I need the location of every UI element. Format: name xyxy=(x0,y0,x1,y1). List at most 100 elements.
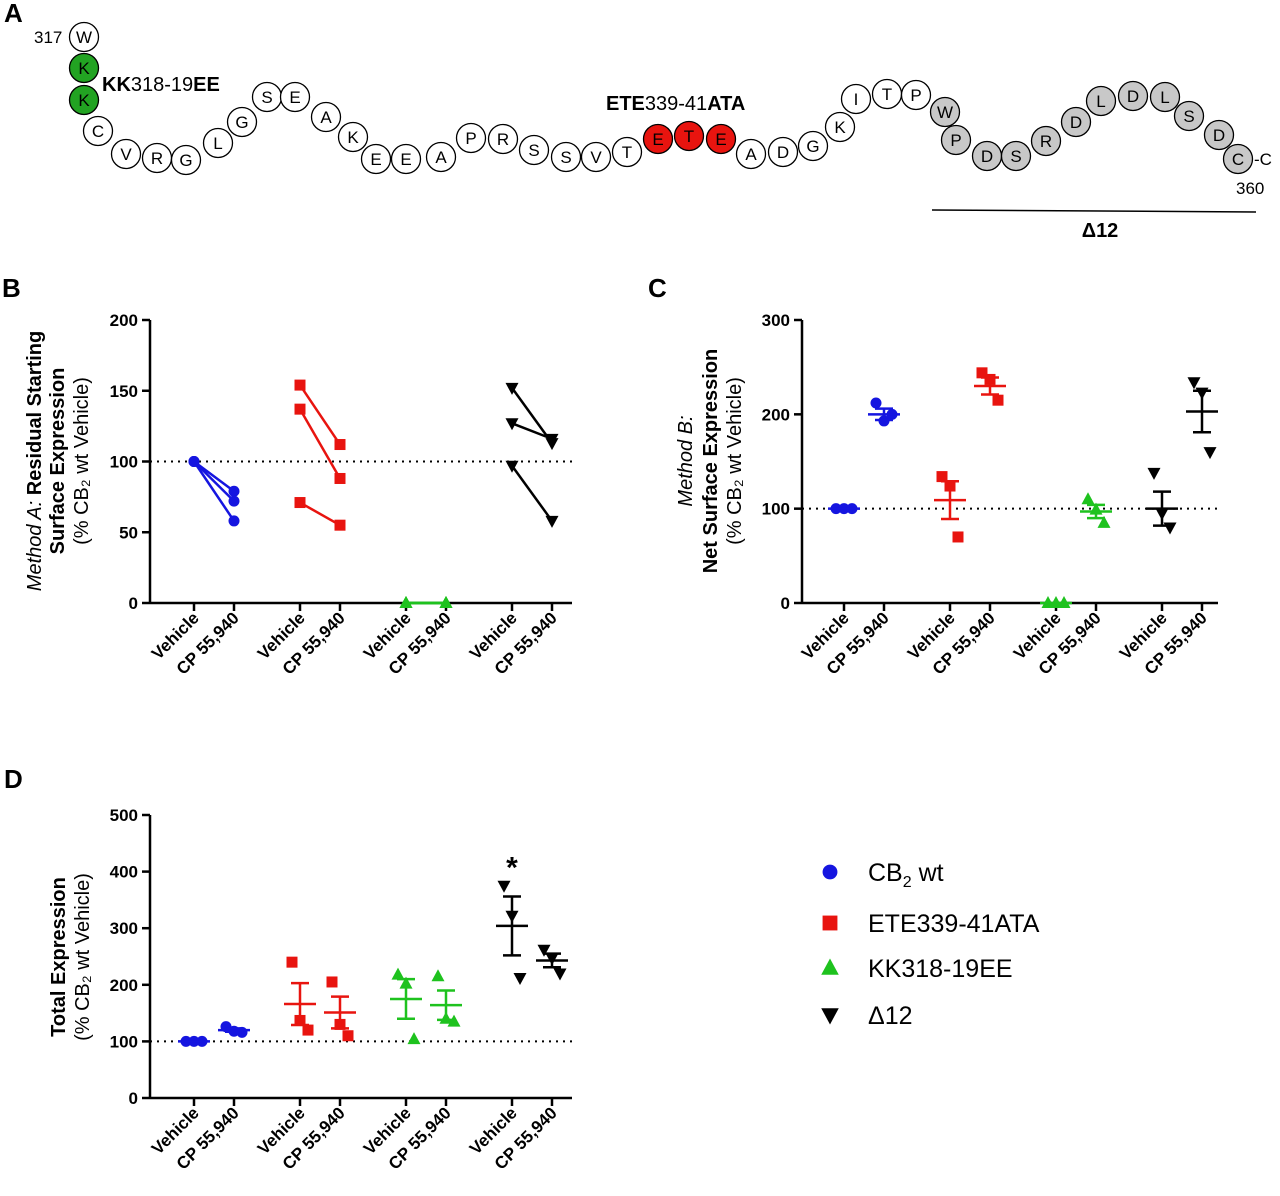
residue-circle xyxy=(840,83,872,115)
kk-mutation-bold: KK xyxy=(102,74,131,96)
y-tick-label: 300 xyxy=(762,311,790,330)
data-point xyxy=(1147,467,1161,480)
data-point xyxy=(497,880,511,893)
data-point xyxy=(545,515,559,528)
panel-b-ylabel-method: Method A: xyxy=(24,501,46,591)
residue-circle xyxy=(1030,125,1062,157)
residue-circle xyxy=(487,123,519,155)
residue-letter: W xyxy=(76,28,92,47)
data-point xyxy=(505,418,519,431)
residue-letter: W xyxy=(937,103,953,122)
data-point xyxy=(505,382,519,395)
residue-letter: R xyxy=(151,149,163,168)
residue-letter: V xyxy=(590,148,602,167)
legend-label-main: Δ12 xyxy=(868,1002,913,1030)
residue-circle xyxy=(68,84,100,116)
data-point xyxy=(302,1024,314,1036)
legend-label-suffix: wt xyxy=(912,859,944,887)
residue-circle xyxy=(767,136,799,168)
ete-mutation-bold: ETE xyxy=(606,93,645,115)
kk-mutation-end: EE xyxy=(193,74,220,96)
data-point xyxy=(1081,492,1095,505)
panel-b-ylabel-line3: (% CB₂ wt Vehicle) xyxy=(71,377,93,545)
data-point xyxy=(822,915,838,931)
pair-line xyxy=(298,408,342,480)
residue-circle xyxy=(735,138,767,170)
residue-letter: D xyxy=(1127,87,1139,106)
residue-letter: G xyxy=(179,151,192,170)
residue-circle xyxy=(1085,85,1117,117)
residue-circle xyxy=(202,127,234,159)
deletion-label: Δ12 xyxy=(1082,220,1119,242)
residue-letter: E xyxy=(400,150,411,169)
data-point xyxy=(334,472,346,484)
data-point xyxy=(537,944,551,957)
data-point xyxy=(188,456,200,467)
y-tick-label: 300 xyxy=(110,919,138,938)
residue-circle xyxy=(310,101,342,133)
data-point xyxy=(505,460,519,473)
residue-letter: A xyxy=(320,108,332,127)
residue-letter: E xyxy=(652,130,663,149)
residue-circle xyxy=(1060,106,1092,138)
residue-circle xyxy=(1000,140,1032,172)
y-tick-label: 100 xyxy=(110,453,138,472)
residue-letter: E xyxy=(289,88,300,107)
data-point xyxy=(545,433,559,446)
residue-letter: D xyxy=(981,147,993,166)
data-point xyxy=(399,596,413,608)
residue-letter: S xyxy=(560,148,571,167)
data-point xyxy=(407,1032,421,1045)
data-point xyxy=(294,497,306,509)
data-point xyxy=(822,864,838,880)
start-residue-number: 317 xyxy=(34,28,62,47)
residue-circle xyxy=(82,115,114,147)
legend-label: ETE339-41ATA xyxy=(868,910,1040,938)
data-point xyxy=(294,379,306,391)
residue-letter: I xyxy=(854,90,859,109)
data-point xyxy=(1097,515,1111,528)
residue-circle xyxy=(337,121,369,153)
data-point xyxy=(294,403,306,415)
residue-circle xyxy=(1173,100,1205,132)
data-point xyxy=(1163,522,1177,535)
residue-circle xyxy=(550,141,582,173)
residue-letter: A xyxy=(745,145,757,164)
panel-b-ylabel-line2: Surface Expression xyxy=(47,368,69,555)
residue-circle xyxy=(170,144,202,176)
kk-mutation-label: KK318-19EE xyxy=(102,74,220,96)
panel-c-ylabel-line2: Net Surface Expression xyxy=(700,349,722,574)
ete-mutation-end: ATA xyxy=(707,93,745,115)
residue-circle xyxy=(68,52,100,84)
residue-circle xyxy=(360,143,392,175)
residue-circle xyxy=(580,141,612,173)
panel-d-ylabel-line1: Total Expression xyxy=(48,877,70,1037)
residue-letter: E xyxy=(715,130,726,149)
panel-a-letter: A xyxy=(4,0,23,28)
residue-circle xyxy=(110,138,142,170)
residue-letter: T xyxy=(882,85,892,104)
data-point xyxy=(391,967,405,980)
end-residue-number: 360 xyxy=(1236,179,1264,198)
panel-b-ylabel-title: Residual Starting xyxy=(24,331,46,501)
panel-c-ylabel-line1: Method B: xyxy=(675,415,697,506)
kk-mutation-mid: 318-19 xyxy=(131,74,193,96)
residue-letter: R xyxy=(497,130,509,149)
residue-circle xyxy=(425,141,457,173)
residue-circle xyxy=(1149,81,1181,113)
residue-letter: V xyxy=(120,145,132,164)
significance-asterisk: * xyxy=(506,851,518,884)
pair-line xyxy=(299,501,341,527)
residue-circle xyxy=(824,111,856,143)
data-point xyxy=(1187,377,1201,390)
residue-circle xyxy=(673,120,705,152)
data-point xyxy=(992,394,1004,406)
residue-circle xyxy=(705,123,737,155)
data-point xyxy=(513,973,527,986)
residue-letter: K xyxy=(834,118,846,137)
residue-circle xyxy=(642,123,674,155)
